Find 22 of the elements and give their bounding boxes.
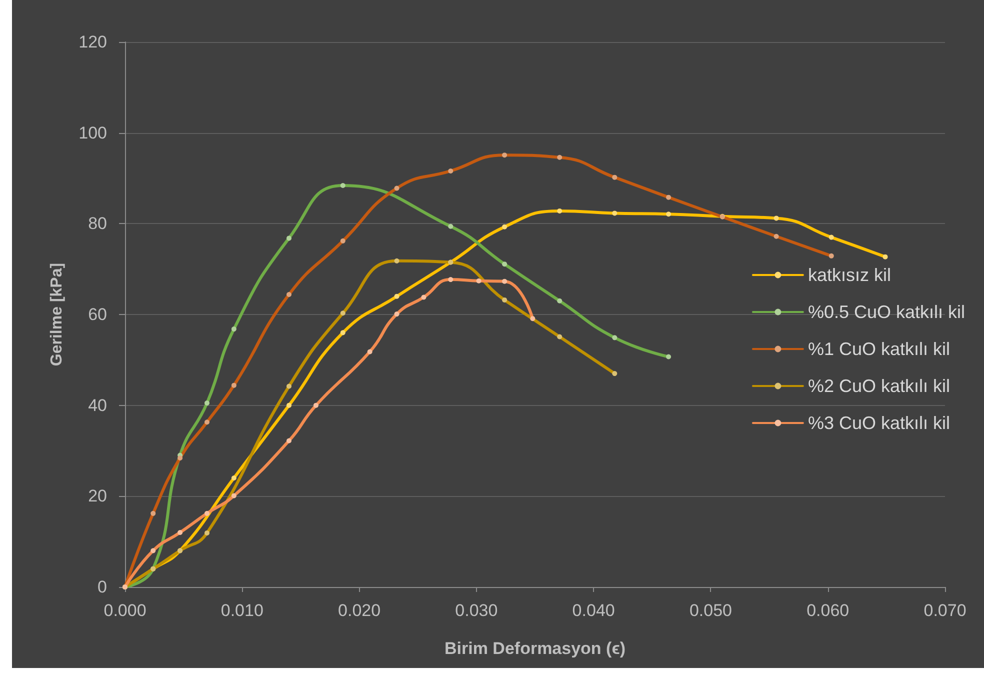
legend-label: %2 CuO katkılı kil — [808, 376, 950, 396]
x-tick-label: 0.040 — [572, 601, 615, 620]
y-tick-label: 20 — [88, 486, 107, 506]
x-tick-label: 0.070 — [924, 601, 966, 620]
y-tick-label: 0 — [98, 578, 107, 596]
x-tick-label: 0.020 — [338, 601, 381, 620]
x-axis-title: Birim Deformasyon (ϵ) — [444, 639, 626, 658]
x-tick-label: 0.060 — [806, 601, 850, 620]
y-tick-label: 60 — [88, 305, 107, 324]
x-tick-label: 0.030 — [455, 601, 498, 620]
x-tick-label: 0.050 — [689, 601, 732, 620]
legend-label: %0.5 CuO katkılı kil — [808, 302, 966, 322]
y-tick-label: 40 — [88, 396, 107, 415]
y-tick-label: 100 — [78, 123, 107, 142]
y-tick-label: 80 — [88, 214, 107, 234]
legend-label: %3 CuO katkılı kil — [808, 413, 950, 433]
x-tick-label: 0.010 — [220, 601, 264, 620]
x-tick-label: 0.000 — [104, 601, 146, 620]
legend-label: katkısız kil — [808, 265, 891, 285]
y-tick-label: 120 — [78, 32, 107, 52]
legend-label: %1 CuO katkılı kil — [808, 339, 950, 359]
y-axis-title: Gerilme [kPa] — [48, 262, 66, 366]
